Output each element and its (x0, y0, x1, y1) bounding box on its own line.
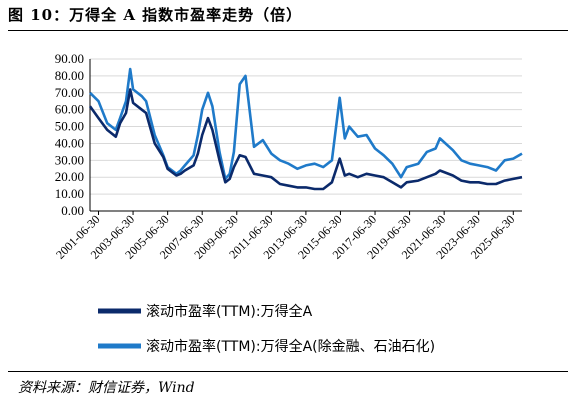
title-divider (8, 30, 568, 31)
chart-title: 图 10：万得全 A 指数市盈率走势（倍） (8, 6, 303, 24)
y-tick-label: 60.00 (55, 102, 84, 117)
y-tick-label: 20.00 (55, 169, 84, 184)
y-tick-label: 0.00 (61, 203, 84, 218)
series-line-2 (89, 67, 523, 181)
y-tick-label: 50.00 (55, 119, 84, 134)
y-tick-label: 30.00 (55, 152, 84, 167)
y-tick-label: 90.00 (55, 51, 84, 66)
source-divider (8, 371, 568, 372)
series-lines (88, 67, 523, 191)
y-tick-label: 70.00 (55, 85, 84, 100)
y-tick-label: 40.00 (55, 135, 84, 150)
legend-label-2: 滚动市盈率(TTM):万得全A(除金融、石油石化) (146, 338, 435, 355)
y-tick-label: 80.00 (55, 68, 84, 83)
y-tick-label: 10.00 (55, 186, 84, 201)
source-note: 资料来源：财信证券，Wind (18, 380, 195, 396)
x-axis: 2001-06-302003-06-302005-06-302007-06-30… (53, 210, 522, 262)
legend-label-1: 滚动市盈率(TTM):万得全A (146, 303, 313, 320)
legend: 滚动市盈率(TTM):万得全A 滚动市盈率(TTM):万得全A(除金融、石油石化) (98, 303, 435, 355)
series-line-1 (88, 88, 523, 191)
